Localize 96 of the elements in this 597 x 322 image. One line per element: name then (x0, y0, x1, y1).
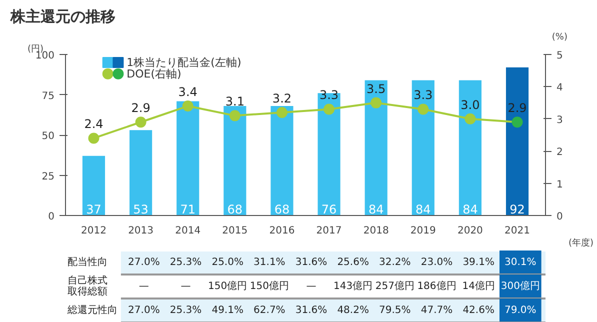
text: 25.3% (170, 305, 202, 316)
text: 257億円 (375, 280, 414, 292)
data-label: 3.5 (366, 82, 386, 96)
data-label: 53 (133, 202, 148, 216)
bar (458, 80, 482, 216)
text: 79.0% (504, 305, 536, 316)
legend-label: 1株当たり配当金(左軸) (126, 56, 242, 70)
data-label: 92 (510, 202, 525, 216)
data-label: 3.0 (460, 98, 480, 112)
x-tick-label: 2019 (410, 226, 436, 236)
point (88, 132, 100, 144)
x-tick-label: 2015 (222, 226, 248, 236)
data-label: 84 (368, 202, 384, 216)
point (229, 110, 240, 122)
text: 27.0% (128, 257, 160, 268)
data-label: 2.9 (508, 101, 527, 116)
text: 150億円 (250, 280, 289, 292)
x-axis-title: (年度) (568, 238, 594, 248)
text: — (138, 281, 149, 292)
bar (364, 80, 388, 216)
point (418, 104, 429, 115)
y2-tick-label: 4 (556, 82, 563, 94)
x-tick-label: 2016 (269, 226, 295, 236)
point (276, 106, 288, 118)
data-label: 71 (180, 202, 196, 216)
bar (224, 106, 246, 216)
y2-tick-label: 1 (556, 179, 563, 190)
text: 自己株式取得総額 (68, 274, 108, 298)
data-label: 37 (86, 202, 102, 216)
text: 25.0% (212, 257, 244, 268)
text: 23.0% (420, 257, 453, 268)
x-tick-label: 2020 (457, 226, 483, 236)
bar (270, 106, 294, 216)
text: 47.7% (420, 305, 453, 316)
text: 31.6% (295, 257, 328, 268)
text: 32.2% (379, 257, 411, 268)
x-tick-label: 2014 (175, 226, 201, 236)
data-label: 3.2 (272, 91, 292, 106)
bar (412, 80, 434, 216)
text: 配当性向 (68, 256, 108, 268)
bar (130, 130, 152, 216)
bar (82, 156, 106, 216)
y-tick-label: 25 (42, 171, 55, 182)
y2-axis-title: (%) (552, 32, 568, 42)
text: 14億円 (462, 280, 495, 292)
y2-tick-label: 0 (556, 212, 563, 222)
data-label: 2.4 (84, 117, 104, 132)
point (182, 100, 194, 112)
text: 79.5% (379, 305, 411, 316)
text: 31.1% (254, 257, 286, 268)
data-label: 68 (227, 202, 243, 216)
x-tick-label: 2013 (128, 226, 154, 236)
text: 48.2% (337, 305, 369, 316)
data-label: 76 (321, 202, 337, 216)
text: 42.6% (462, 305, 494, 316)
data-label: 84 (416, 202, 431, 216)
data-label: 3.3 (414, 88, 433, 102)
data-label: 84 (462, 202, 478, 216)
text: 49.1% (212, 305, 244, 316)
x-tick-label: 2018 (363, 226, 389, 236)
y-tick-label: 0 (48, 212, 55, 222)
text: 25.3% (170, 257, 202, 268)
text: 30.1% (504, 257, 536, 268)
y-tick-label: 75 (42, 90, 55, 102)
text: 62.7% (254, 305, 286, 316)
text: 総還元性向 (66, 304, 118, 316)
data-label: 68 (274, 202, 290, 216)
data-label: 3.1 (225, 94, 244, 109)
chart-title: 株主還元の推移 (10, 8, 116, 26)
point (370, 97, 382, 108)
x-tick-label: 2012 (81, 226, 106, 236)
text: 186億円 (417, 280, 456, 292)
text: 31.6% (295, 305, 328, 316)
y2-tick-label: 2 (556, 147, 563, 158)
point (324, 104, 335, 115)
data-label: 2.9 (131, 101, 150, 116)
x-tick-label: 2021 (504, 226, 530, 236)
text: 150億円 (208, 280, 248, 292)
y2-tick-label: 5 (556, 50, 563, 62)
point (512, 116, 523, 128)
x-tick-label: 2017 (316, 226, 342, 236)
data-label: 3.4 (178, 85, 198, 100)
point (135, 116, 146, 128)
text: — (306, 281, 316, 292)
y2-tick-label: 3 (556, 114, 563, 126)
text: 25.6% (337, 257, 369, 268)
point (464, 113, 476, 124)
y-tick-label: 50 (42, 131, 55, 142)
bar (506, 67, 529, 216)
text: 143億円 (334, 280, 373, 292)
text: 300億円 (500, 280, 540, 292)
text: 39.1% (462, 257, 494, 268)
legend-label: DOE(右軸) (126, 67, 182, 80)
text: — (180, 281, 191, 292)
bar (176, 101, 200, 216)
text: 27.0% (128, 305, 160, 316)
